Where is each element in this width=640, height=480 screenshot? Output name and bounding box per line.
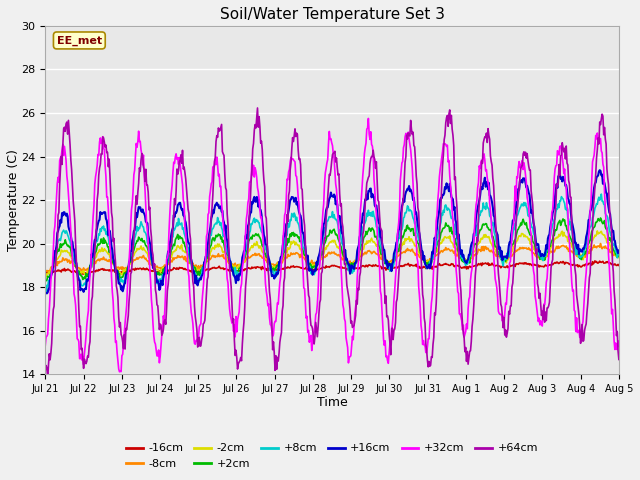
Y-axis label: Temperature (C): Temperature (C) xyxy=(7,149,20,251)
Text: EE_met: EE_met xyxy=(57,36,102,46)
X-axis label: Time: Time xyxy=(317,396,348,408)
Title: Soil/Water Temperature Set 3: Soil/Water Temperature Set 3 xyxy=(220,7,445,22)
Legend: -16cm, -8cm, -2cm, +2cm, +8cm, +16cm, +32cm, +64cm: -16cm, -8cm, -2cm, +2cm, +8cm, +16cm, +3… xyxy=(122,439,543,473)
